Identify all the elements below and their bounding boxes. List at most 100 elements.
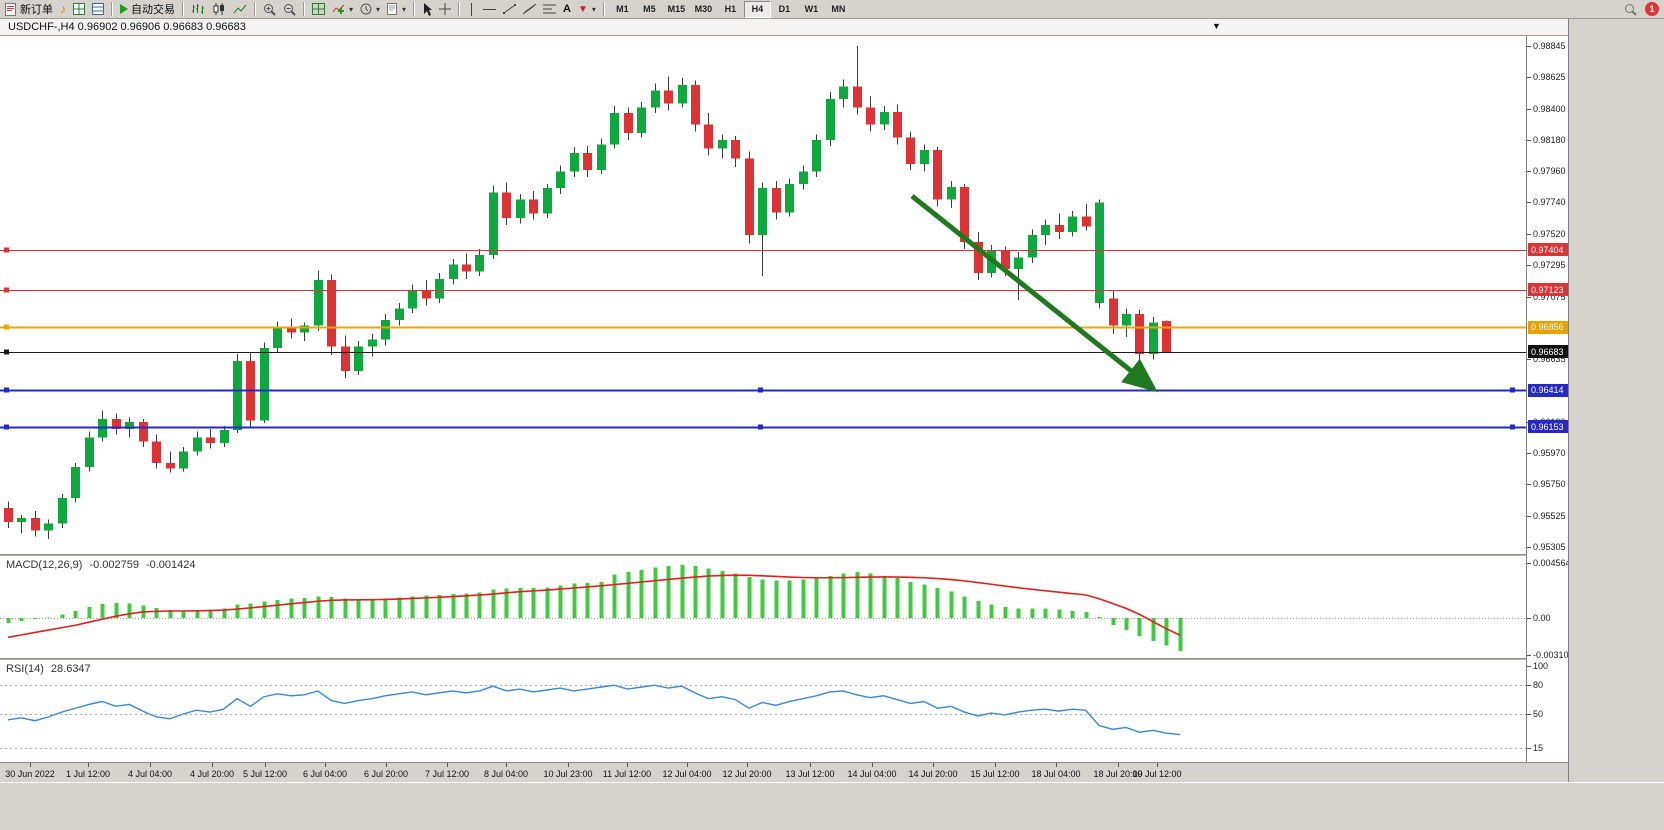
scale-tickmark: [1527, 452, 1531, 454]
panel-splitter[interactable]: [0, 658, 1568, 660]
time-tickmark: [386, 763, 387, 767]
text-button[interactable]: A: [560, 1, 574, 18]
time-axis-label: 5 Jul 12:00: [242, 769, 288, 779]
scale-tickmark: [1527, 233, 1531, 235]
timeframe-m15-button[interactable]: M15: [667, 4, 686, 14]
chevron-down-icon: ▾: [591, 4, 596, 14]
price-tick-label: 0.95525: [1533, 510, 1566, 521]
timeframe-group: M1 M5 M15 M30 H1 H4 D1 W1 MN: [609, 0, 852, 18]
chart-title: USDCHF-,H4 0.96902 0.96906 0.96683 0.966…: [8, 21, 246, 33]
time-axis-label: 4 Jul 04:00: [127, 769, 173, 779]
template-icon: [387, 3, 398, 15]
price-tick-label: 0.97960: [1533, 166, 1566, 177]
time-tickmark: [747, 763, 748, 767]
time-tickmark: [212, 763, 213, 767]
notification-badge[interactable]: 1: [1645, 2, 1659, 16]
new-order-label: 新订单: [20, 4, 53, 16]
price-tick-label: 0.97075: [1533, 291, 1566, 302]
tile-windows-icon: [312, 3, 325, 15]
price-level-tag: 0.96683: [1528, 345, 1568, 359]
channel-button[interactable]: [520, 1, 539, 18]
candlestick-plot[interactable]: [0, 36, 1526, 554]
bar-chart-button[interactable]: [188, 1, 208, 18]
bottom-chrome: [0, 782, 1664, 830]
macd-plot[interactable]: [0, 556, 1526, 658]
timeframe-h1-button[interactable]: H1: [724, 4, 737, 14]
time-tickmark: [265, 763, 266, 767]
macd-indicator-panel[interactable]: MACD(12,26,9) -0.002759 -0.001424: [0, 556, 1526, 658]
zoom-in-button[interactable]: [260, 1, 279, 18]
line-chart-icon: [233, 4, 247, 14]
price-tick-label: 0.98845: [1533, 41, 1566, 51]
scale-tickmark: [1527, 618, 1531, 619]
time-axis-label: 8 Jul 04:00: [483, 769, 529, 779]
clock-icon: [360, 3, 372, 15]
search-button[interactable]: [1621, 1, 1640, 18]
rsi-indicator-panel[interactable]: RSI(14) 28.6347: [0, 660, 1526, 762]
timeframe-m1-button[interactable]: M1: [616, 4, 629, 14]
macd-main-value: -0.002759: [89, 559, 139, 571]
price-tick-label: 0.95750: [1533, 479, 1566, 490]
scale-tickmark: [1527, 484, 1531, 486]
toolbar-separator: [182, 2, 184, 16]
horizontal-line-icon: [483, 8, 497, 10]
time-tickmark: [872, 763, 873, 767]
alerts-sound-button[interactable]: ♪: [57, 1, 69, 18]
time-tickmark: [627, 763, 628, 767]
new-order-button[interactable]: 新订单: [2, 1, 56, 18]
crosshair-button[interactable]: [436, 1, 454, 18]
auto-trading-label: 自动交易: [131, 4, 175, 16]
cursor-button[interactable]: [419, 1, 435, 18]
vertical-line-icon: [471, 2, 473, 16]
time-tickmark: [933, 763, 934, 767]
chart-dropdown-arrow[interactable]: ▼: [1212, 21, 1221, 31]
time-axis-label: 30 Jun 2022: [5, 769, 55, 779]
timeframe-m30-button[interactable]: M30: [694, 4, 713, 14]
auto-trading-button[interactable]: 自动交易: [117, 1, 178, 18]
time-axis[interactable]: 30 Jun 2022 1 Jul 12:00 4 Jul 04:00 4 Jul 2…: [0, 762, 1568, 782]
cursor-icon: [424, 2, 433, 16]
time-axis-label: 14 Jul 20:00: [908, 769, 958, 779]
price-tick-label: 0.97295: [1533, 260, 1566, 271]
line-chart-button[interactable]: [230, 1, 250, 18]
candlestick-chart-panel[interactable]: [0, 36, 1526, 554]
candlestick-icon: [213, 3, 224, 15]
price-tick-label: 0.95305: [1533, 542, 1566, 552]
candlestick-chart-button[interactable]: [209, 1, 229, 18]
sound-icon: ♪: [60, 2, 66, 16]
time-tickmark: [30, 763, 31, 767]
fibonacci-button[interactable]: [540, 1, 559, 18]
templates-button[interactable]: ▾: [384, 1, 409, 18]
macd-label: MACD(12,26,9): [6, 559, 83, 571]
panel-splitter[interactable]: [0, 554, 1568, 556]
rsi-plot[interactable]: [0, 660, 1526, 762]
timeframe-m5-button[interactable]: M5: [643, 4, 656, 14]
trendline-button[interactable]: [500, 1, 519, 18]
timeframe-mn-button[interactable]: MN: [831, 4, 846, 14]
time-axis-label: 4 Jul 20:00: [189, 769, 235, 779]
price-level-tag: 0.96414: [1528, 383, 1568, 397]
time-axis-label: 11 Jul 12:00: [602, 769, 652, 779]
price-scale[interactable]: 0.98845 0.98625 0.98400 0.98180 0.97960 0.977…: [1526, 36, 1574, 762]
vertical-line-button[interactable]: [464, 1, 479, 18]
timeframe-w1-button[interactable]: W1: [804, 4, 819, 14]
chevron-down-icon: ▾: [376, 4, 381, 14]
scale-tickmark: [1527, 685, 1531, 687]
price-tick-label: 80: [1533, 680, 1544, 691]
scale-tickmark: [1527, 547, 1531, 548]
timeframe-d1-button[interactable]: D1: [778, 4, 791, 14]
indicators-button[interactable]: ▾: [329, 1, 356, 18]
tile-windows-button[interactable]: [309, 1, 328, 18]
horizontal-line-button[interactable]: [480, 1, 499, 18]
market-watch-button[interactable]: [70, 1, 88, 18]
text-icon: A: [563, 3, 571, 15]
data-window-button[interactable]: [89, 1, 107, 18]
time-axis-label: 12 Jul 20:00: [722, 769, 772, 779]
timeframe-h4-button[interactable]: H4: [743, 0, 771, 18]
price-tick-label: 0.98180: [1533, 135, 1566, 146]
scale-tickmark: [1527, 747, 1531, 749]
arrows-button[interactable]: ▼ ▾: [575, 1, 599, 18]
zoom-out-button[interactable]: [280, 1, 299, 18]
trendline-icon: [503, 4, 517, 14]
periods-button[interactable]: ▾: [357, 1, 383, 18]
